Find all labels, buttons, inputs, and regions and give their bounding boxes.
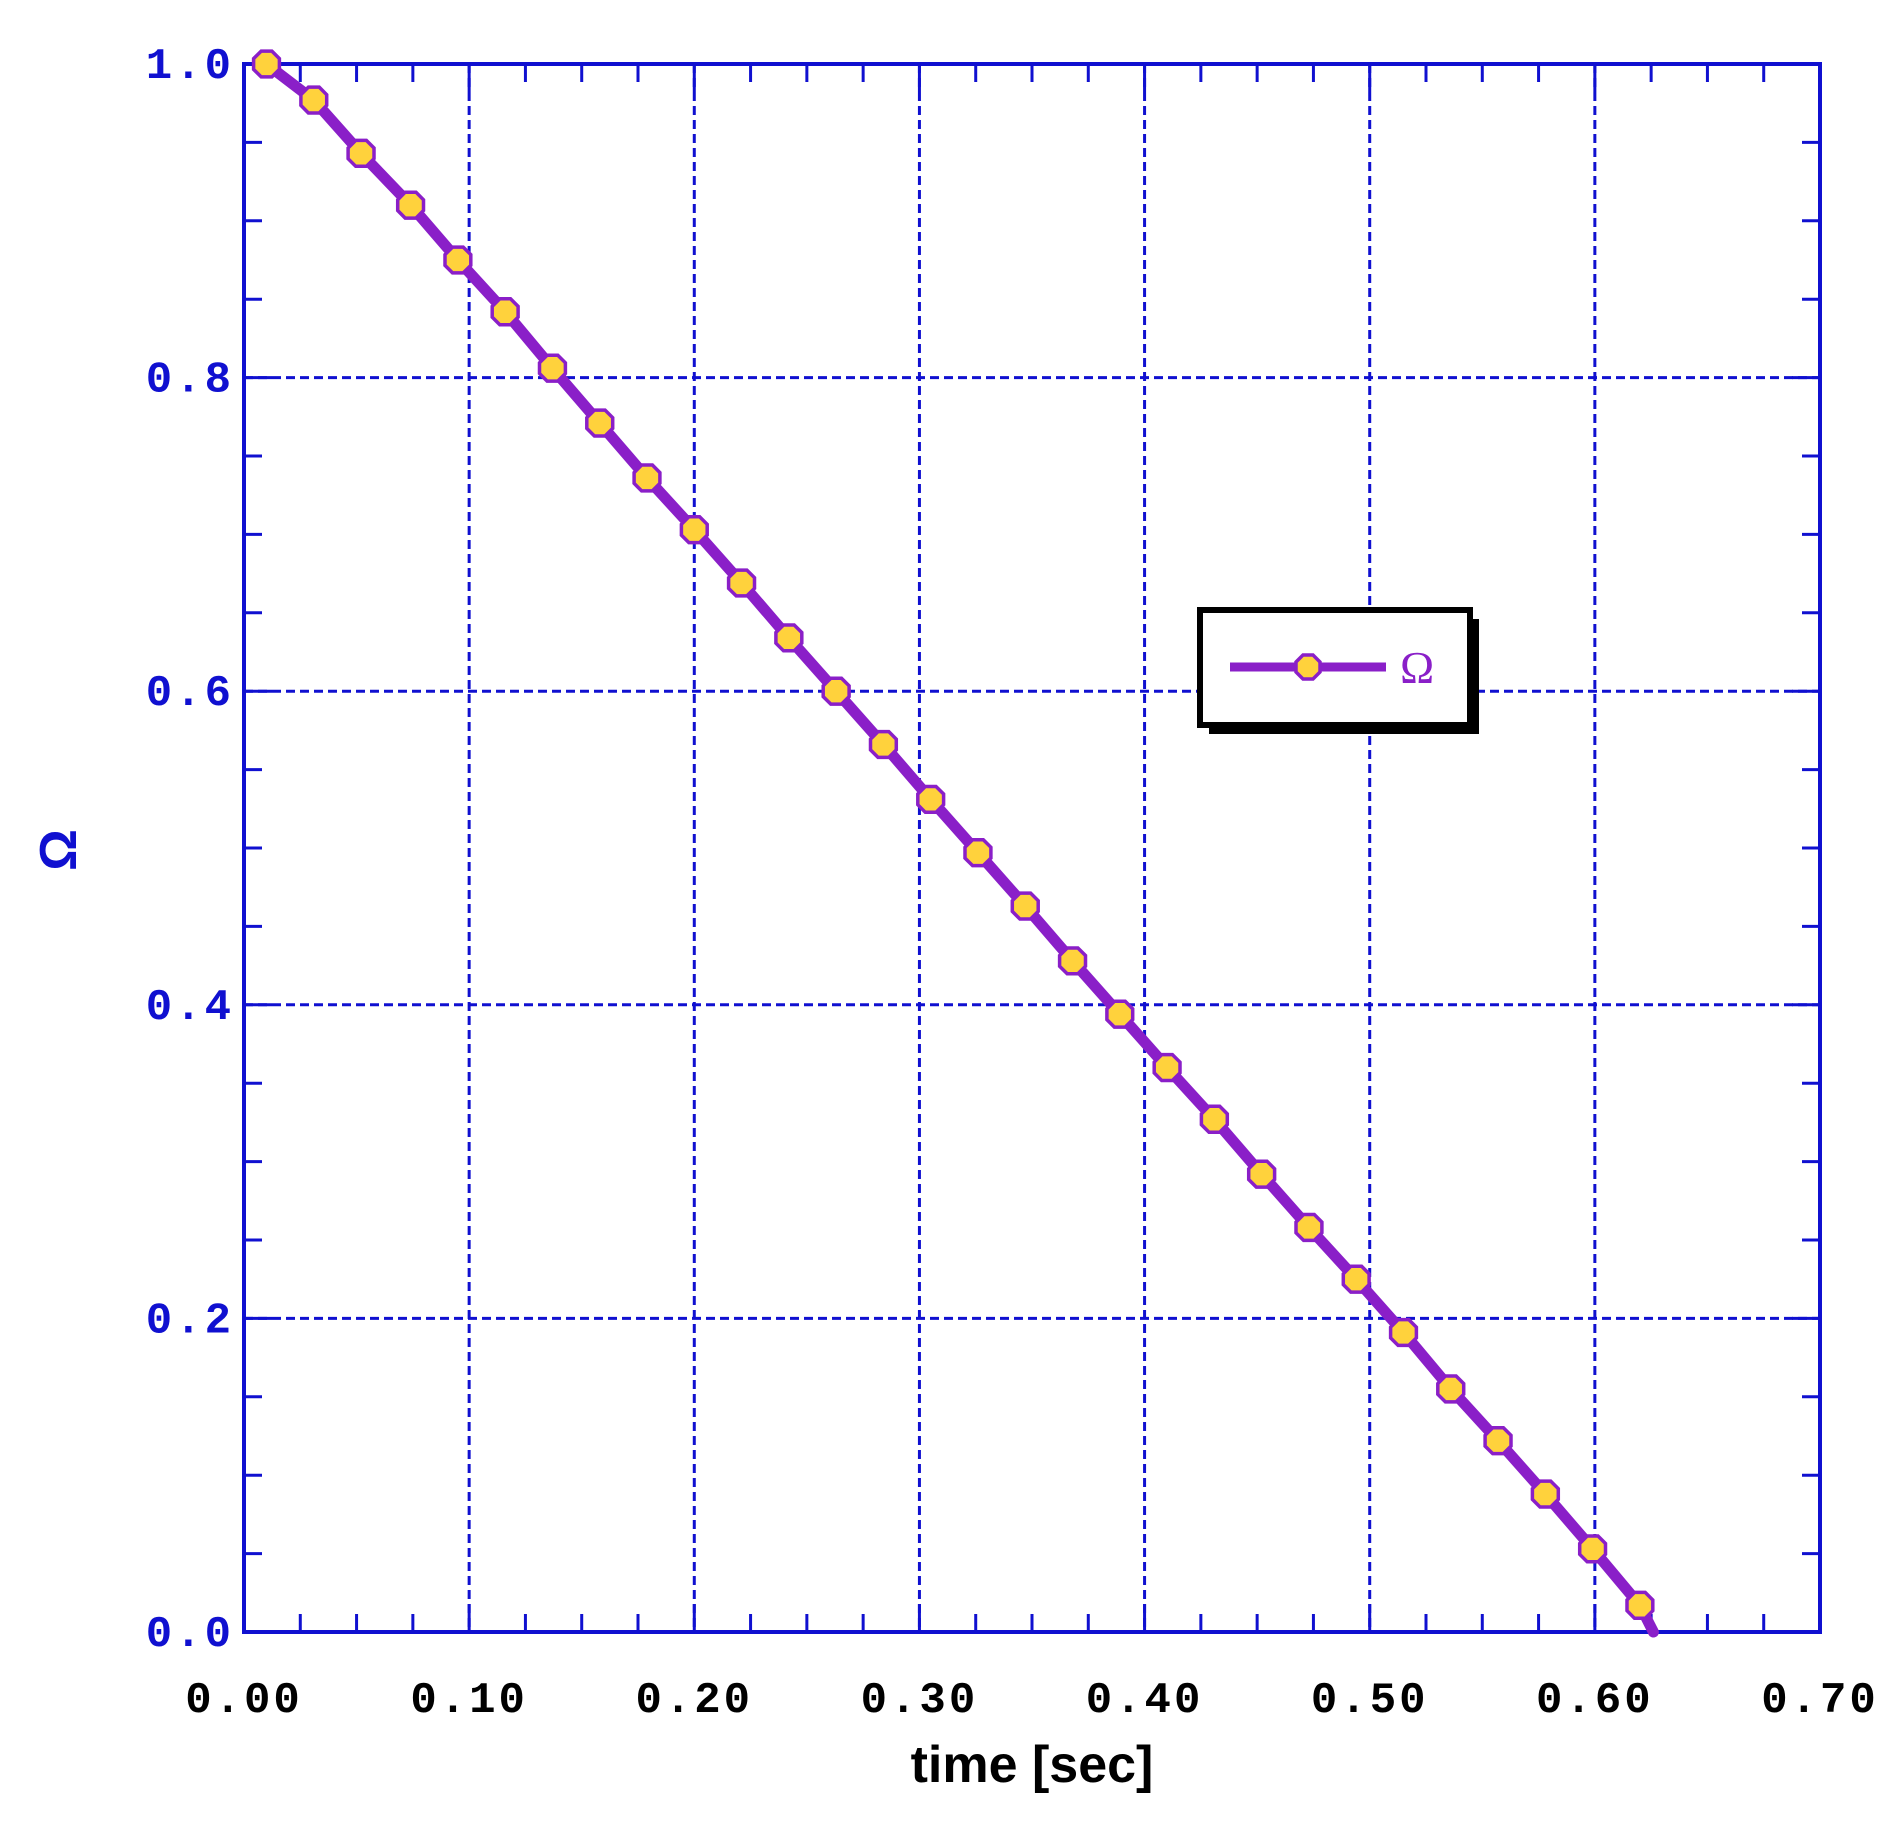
data-point-marker	[1388, 1317, 1419, 1348]
y-tick-label: 0.4	[146, 983, 234, 1033]
y-tick-label: 0.8	[146, 356, 234, 406]
data-point-marker	[1530, 1479, 1561, 1509]
x-tick-label: 0.70	[1761, 1676, 1879, 1726]
x-tick-label: 0.10	[410, 1676, 528, 1726]
data-point-marker	[1010, 891, 1040, 921]
data-point-marker	[1057, 946, 1088, 976]
y-tick-label: 0.6	[146, 669, 234, 719]
data-point-marker	[916, 784, 946, 815]
x-axis-title: time [sec]	[911, 1736, 1154, 1794]
y-tick-label: 0.2	[146, 1296, 234, 1346]
data-point-marker	[1341, 1264, 1371, 1294]
tick-labels: 0.00 0.10 0.20 0.30 0.40 0.50 0.60 0.70 0.0 0.2 0.…	[146, 42, 1879, 1726]
data-point-marker	[1294, 1212, 1324, 1243]
x-tick-label: 0.30	[861, 1676, 979, 1726]
y-axis-title: Ω	[30, 829, 88, 871]
y-tick-label: 0.0	[146, 1610, 234, 1660]
data-point-marker	[490, 297, 520, 327]
data-point-marker	[1436, 1374, 1466, 1404]
data-point-marker	[679, 515, 709, 545]
y-tick-label: 1.0	[146, 42, 234, 92]
data-point-marker	[1625, 1590, 1655, 1621]
legend-marker-sample	[1294, 653, 1322, 681]
x-tick-label: 0.00	[185, 1676, 303, 1726]
data-point-marker	[1246, 1159, 1277, 1189]
x-tick-label: 0.40	[1086, 1676, 1204, 1726]
axis-ticks	[242, 62, 1822, 1634]
data-point-marker	[1152, 1052, 1182, 1083]
x-tick-label: 0.50	[1311, 1676, 1429, 1726]
data-point-marker	[1199, 1104, 1230, 1134]
data-point-marker	[299, 85, 329, 115]
data-point-marker	[726, 568, 757, 598]
data-point-marker	[821, 676, 851, 706]
data-point-marker	[1105, 999, 1135, 1029]
grid	[244, 64, 1820, 1632]
plot-frame	[242, 62, 1822, 1634]
data-point-marker	[868, 729, 899, 760]
series	[251, 49, 1659, 1638]
legend: Ω	[1197, 607, 1479, 734]
data-point-marker	[1577, 1534, 1608, 1564]
data-point-marker	[395, 190, 426, 220]
data-point-marker	[585, 408, 615, 438]
data-point-marker	[443, 245, 473, 275]
data-point-marker	[537, 353, 568, 383]
data-point-marker	[1483, 1426, 1513, 1456]
data-point-marker	[251, 49, 282, 79]
legend-entry-label: Ω	[1400, 642, 1434, 693]
data-point-marker	[774, 623, 804, 653]
x-tick-label: 0.20	[635, 1676, 753, 1726]
data-point-marker	[346, 138, 376, 169]
data-point-marker	[632, 463, 662, 493]
x-tick-label: 0.60	[1536, 1676, 1654, 1726]
data-point-marker	[963, 838, 993, 868]
